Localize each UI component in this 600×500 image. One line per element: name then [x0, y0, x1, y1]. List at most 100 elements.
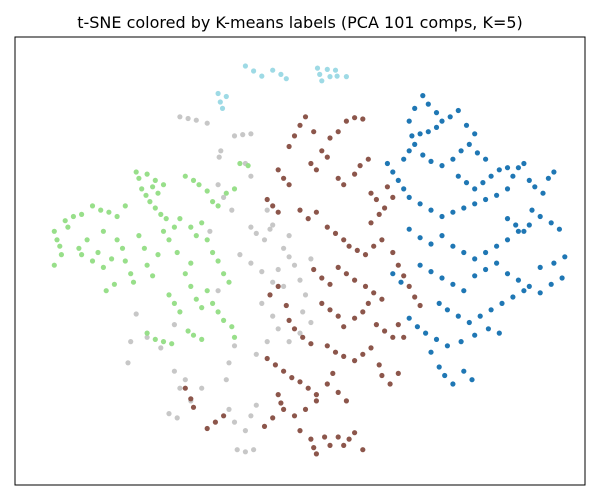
scatter-point-cluster-4-105: [442, 372, 448, 379]
scatter-point-cluster-2-64: [166, 292, 172, 298]
scatter-point-cluster-4-95: [562, 254, 568, 260]
scatter-point-cluster-1-39: [199, 385, 205, 391]
scatter-point-cluster-1-56: [128, 339, 134, 345]
scatter-point-cluster-4-6: [420, 93, 426, 99]
scatter-point-cluster-3-22: [368, 190, 374, 196]
scatter-point-cluster-2-63: [111, 281, 117, 287]
scatter-point-cluster-2-72: [215, 309, 221, 315]
scatter-point-cluster-0-16: [219, 105, 226, 111]
scatter-point-cluster-1-55: [133, 311, 139, 317]
scatter-point-cluster-1-59: [182, 377, 188, 383]
scatter-point-cluster-4-103: [428, 349, 434, 355]
scatter-point-cluster-2-76: [144, 330, 150, 336]
scatter-point-cluster-3-77: [395, 370, 401, 376]
scatter-point-cluster-4-56: [548, 220, 554, 226]
scatter-point-cluster-2-85: [70, 213, 76, 220]
scatter-point-cluster-3-51: [343, 271, 349, 277]
scatter-point-cluster-1-65: [286, 233, 292, 239]
scatter-point-cluster-4-22: [466, 141, 472, 147]
scatter-point-cluster-0-9: [324, 66, 330, 72]
scatter-point-cluster-3-86: [330, 370, 336, 376]
scatter-point-cluster-4-110: [414, 324, 420, 330]
scatter-point-cluster-1-64: [158, 345, 164, 351]
scatter-point-cluster-2-49: [155, 252, 161, 258]
scatter-point-cluster-1-10: [248, 173, 254, 179]
scatter-point-cluster-3-10: [352, 115, 358, 121]
scatter-point-cluster-2-77: [152, 336, 158, 342]
scatter-point-cluster-2-88: [182, 271, 188, 277]
scatter-point-cluster-2-52: [171, 224, 177, 230]
scatter-point-cluster-4-12: [463, 122, 470, 128]
scatter-point-cluster-2-43: [128, 271, 134, 277]
scatter-point-cluster-3-21: [365, 156, 371, 162]
scatter-point-cluster-4-97: [433, 336, 440, 342]
scatter-point-cluster-1-60: [207, 228, 213, 234]
scatter-point-cluster-4-98: [444, 343, 450, 349]
scatter-point-cluster-4-18: [428, 158, 434, 164]
scatter-point-cluster-4-35: [401, 186, 407, 192]
scatter-point-cluster-1-11: [215, 182, 221, 188]
scatter-point-cluster-4-81: [537, 290, 543, 296]
scatter-point-cluster-2-57: [204, 237, 210, 243]
scatter-point-cluster-3-80: [281, 368, 287, 374]
scatter-point-cluster-4-88: [477, 313, 483, 319]
scatter-point-cluster-3-11: [360, 116, 366, 122]
scatter-point-cluster-2-34: [79, 252, 85, 258]
scatter-point-cluster-2-47: [144, 262, 150, 268]
scatter-point-cluster-4-14: [401, 156, 407, 162]
scatter-point-cluster-1-54: [215, 288, 221, 294]
scatter-point-cluster-4-9: [439, 118, 445, 124]
scatter-point-cluster-3-28: [270, 203, 276, 209]
scatter-point-cluster-2-28: [215, 203, 221, 209]
scatter-point-cluster-3-29: [275, 209, 281, 215]
scatter-point-cluster-3-42: [395, 262, 401, 268]
scatter-point-cluster-2-46: [141, 245, 147, 251]
scatter-point-cluster-2-39: [109, 256, 115, 262]
scatter-point-cluster-3-46: [417, 302, 423, 309]
scatter-point-cluster-2-45: [136, 233, 142, 239]
scatter-point-cluster-2-50: [160, 228, 167, 234]
scatter-point-cluster-2-37: [95, 249, 101, 256]
scatter-point-cluster-2-56: [199, 220, 205, 226]
scatter-point-cluster-4-31: [504, 165, 511, 171]
scatter-point-cluster-3-122: [376, 211, 382, 217]
scatter-point-cluster-4-44: [494, 192, 500, 198]
scatter-point-cluster-4-61: [439, 233, 445, 239]
scatter-point-cluster-3-108: [352, 430, 358, 436]
scatter-point-cluster-3-49: [327, 281, 333, 287]
scatter-point-cluster-1-26: [297, 277, 303, 283]
scatter-point-cluster-2-19: [160, 182, 167, 188]
scatter-point-cluster-2-68: [193, 296, 199, 302]
scatter-point-cluster-1-19: [286, 254, 292, 260]
scatter-point-cluster-2-42: [122, 258, 128, 264]
scatter-point-cluster-3-30: [297, 207, 303, 213]
scatter-point-cluster-4-65: [483, 249, 489, 256]
scatter-point-cluster-3-85: [324, 381, 330, 387]
scatter-point-cluster-1-63: [144, 334, 150, 340]
scatter-point-cluster-4-91: [510, 294, 516, 300]
scatter-point-cluster-4-2: [425, 129, 431, 135]
scatter-point-cluster-4-25: [455, 173, 461, 179]
scatter-point-cluster-0-11: [332, 67, 339, 73]
scatter-point-cluster-3-24: [382, 205, 388, 211]
scatter-point-cluster-2-86: [79, 211, 85, 217]
scatter-point-cluster-3-18: [341, 182, 347, 188]
scatter-point-cluster-2-84: [65, 224, 71, 230]
scatter-point-cluster-4-55: [537, 213, 543, 220]
scatter-point-cluster-3-97: [182, 385, 188, 391]
scatter-point-cluster-4-62: [450, 243, 456, 249]
scatter-point-cluster-3-8: [335, 129, 341, 135]
scatter-point-cluster-4-78: [504, 271, 511, 277]
scatter-point-cluster-3-117: [308, 341, 314, 347]
scatter-point-cluster-1-27: [302, 292, 309, 298]
scatter-point-cluster-1-61: [308, 256, 314, 262]
scatter-point-cluster-3-75: [379, 372, 385, 379]
scatter-point-cluster-3-93: [261, 423, 268, 429]
scatter-point-cluster-4-112: [398, 279, 404, 285]
scatter-point-cluster-2-12: [144, 171, 150, 177]
scatter-point-cluster-4-71: [428, 269, 434, 275]
scatter-point-cluster-1-18: [281, 245, 287, 251]
scatter-point-cluster-4-89: [488, 307, 494, 313]
scatter-point-cluster-4-4: [406, 118, 412, 124]
